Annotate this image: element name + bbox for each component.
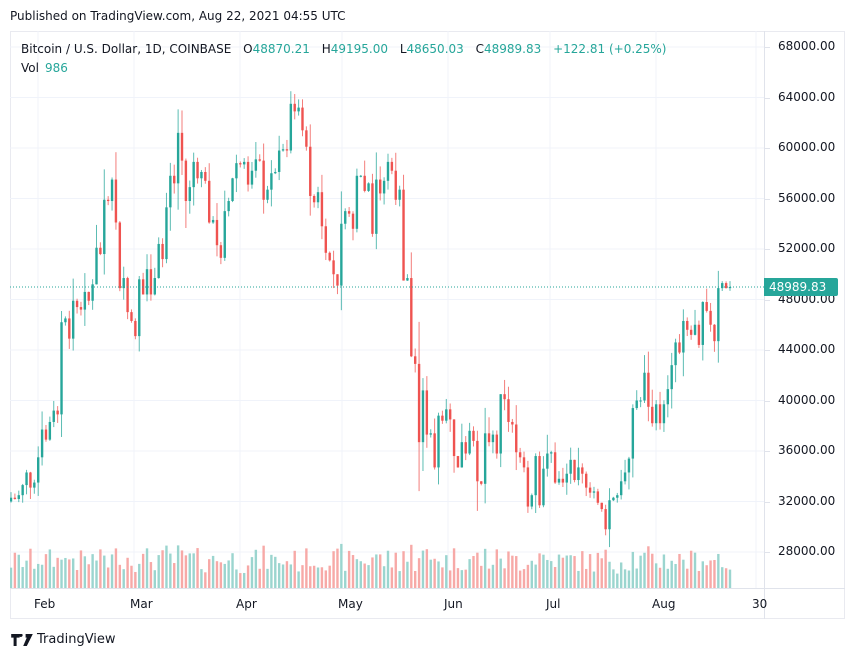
time-tick-label: Aug: [652, 597, 676, 611]
high-value: 49195.00: [330, 42, 388, 56]
price-tick-label: 60000.00: [778, 140, 836, 154]
axis-corner-divider: [764, 589, 765, 619]
time-tick-label: Apr: [236, 597, 257, 611]
time-tick-label: Mar: [130, 597, 153, 611]
price-tick-mark: [765, 451, 770, 452]
last-price-label: 48989.83: [764, 278, 838, 296]
price-tick-mark: [765, 299, 770, 301]
time-tick-label: May: [338, 597, 363, 611]
price-tick-label: 56000.00: [778, 190, 836, 205]
symbol-label[interactable]: Bitcoin / U.S. Dollar, 1D, COINBASE: [21, 42, 232, 56]
chart-frame: [10, 31, 845, 619]
volume-value: 986: [44, 61, 68, 75]
price-tick-mark: [765, 552, 770, 553]
price-tick-label: 28000.00: [778, 544, 836, 558]
volume-key[interactable]: Vol: [21, 61, 39, 75]
open-value: 48870.21: [252, 42, 310, 56]
time-tick-label: Feb: [34, 597, 56, 611]
price-tick-mark: [765, 400, 770, 402]
price-tick-label: 40000.00: [778, 392, 836, 407]
low-value: 48650.03: [406, 42, 464, 56]
price-tick-label: 52000.00: [778, 241, 836, 255]
legend-ohlc-row: Bitcoin / U.S. Dollar, 1D, COINBASE O488…: [21, 40, 675, 59]
published-caption: Published on TradingView.com, Aug 22, 20…: [10, 9, 346, 23]
price-tick-mark: [765, 198, 770, 200]
tradingview-logo-icon: [11, 633, 33, 646]
close-key: C: [475, 42, 484, 56]
price-tick-mark: [765, 47, 770, 48]
price-tick-label: 64000.00: [778, 89, 836, 104]
time-tick-label: Jul: [546, 597, 561, 611]
tradingview-brand-text: TradingView: [37, 632, 116, 647]
price-tick-label: 68000.00: [778, 39, 836, 53]
price-tick-mark: [765, 501, 770, 503]
price-tick-mark: [765, 249, 770, 250]
chart-legend: Bitcoin / U.S. Dollar, 1D, COINBASE O488…: [21, 40, 675, 78]
time-tick-label: 30: [752, 597, 768, 611]
price-tick-label: 32000.00: [778, 493, 836, 508]
price-tick-mark: [765, 97, 770, 99]
price-tick-label: 44000.00: [778, 342, 836, 356]
chart-plot-area[interactable]: [10, 31, 764, 588]
price-tick-mark: [765, 148, 770, 149]
close-value: 48989.83: [484, 42, 542, 56]
time-tick-label: Jun: [444, 597, 463, 611]
open-key: O: [243, 42, 253, 56]
high-key: H: [321, 42, 331, 56]
time-axis[interactable]: Feb Mar Apr May Jun Jul Aug 30: [10, 588, 845, 619]
candlestick-chart[interactable]: [10, 31, 764, 588]
tradingview-footer[interactable]: TradingView: [11, 632, 116, 647]
price-tick-label: 36000.00: [778, 443, 836, 457]
low-key: L: [399, 42, 407, 56]
legend-volume-row: Vol 986: [21, 59, 675, 78]
change-value: +122.81 (+0.25%): [553, 42, 667, 56]
price-axis[interactable]: 68000.00 64000.00 60000.00 56000.00 52000.00…: [764, 31, 846, 588]
price-tick-mark: [765, 350, 770, 351]
